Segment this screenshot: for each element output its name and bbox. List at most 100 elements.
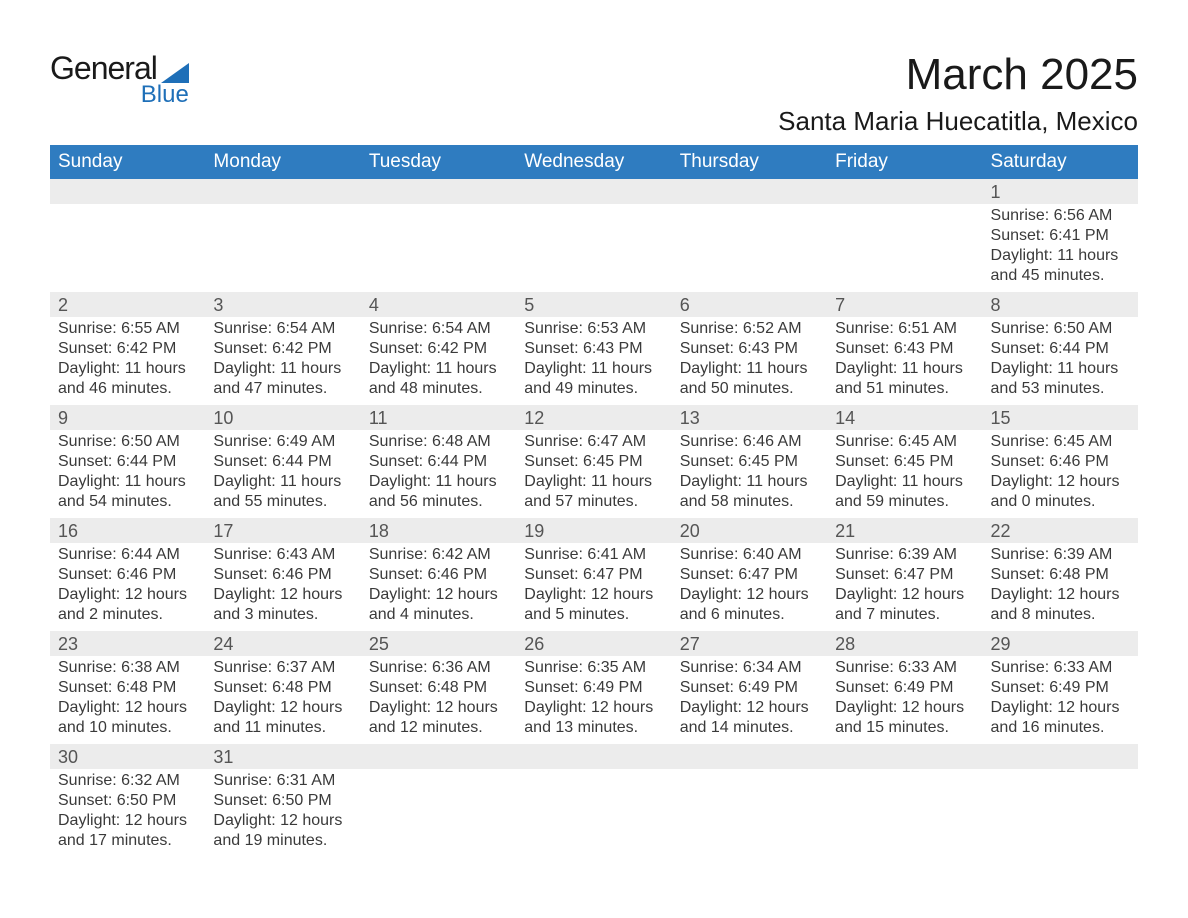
sunset-text: Sunset: 6:42 PM [213,339,352,359]
sunset-text: Sunset: 6:46 PM [991,452,1130,472]
day-number: 20 [672,518,827,543]
day-number: 3 [205,292,360,317]
sunrise-text: Sunrise: 6:32 AM [58,771,197,791]
weekday-header: Saturday [983,145,1138,179]
day-body-row: Sunrise: 6:56 AMSunset: 6:41 PMDaylight:… [50,204,1138,292]
day-details: Sunrise: 6:54 AMSunset: 6:42 PMDaylight:… [361,317,516,405]
day-details: Sunrise: 6:45 AMSunset: 6:45 PMDaylight:… [827,430,982,518]
day-number: 12 [516,405,671,430]
daylight-text: Daylight: 12 hours and 2 minutes. [58,585,197,625]
day-details: Sunrise: 6:39 AMSunset: 6:47 PMDaylight:… [827,543,982,631]
sunrise-text: Sunrise: 6:45 AM [835,432,974,452]
sunrise-text: Sunrise: 6:45 AM [991,432,1130,452]
daylight-text: Daylight: 12 hours and 17 minutes. [58,811,197,851]
daylight-text: Daylight: 11 hours and 54 minutes. [58,472,197,512]
day-details: Sunrise: 6:45 AMSunset: 6:46 PMDaylight:… [983,430,1138,518]
sunset-text: Sunset: 6:48 PM [213,678,352,698]
sunrise-text: Sunrise: 6:50 AM [58,432,197,452]
sunrise-text: Sunrise: 6:40 AM [680,545,819,565]
daylight-text: Daylight: 12 hours and 12 minutes. [369,698,508,738]
daylight-text: Daylight: 11 hours and 57 minutes. [524,472,663,512]
daylight-text: Daylight: 12 hours and 10 minutes. [58,698,197,738]
daylight-text: Daylight: 11 hours and 53 minutes. [991,359,1130,399]
daylight-text: Daylight: 12 hours and 15 minutes. [835,698,974,738]
day-details: Sunrise: 6:53 AMSunset: 6:43 PMDaylight:… [516,317,671,405]
sunset-text: Sunset: 6:45 PM [524,452,663,472]
sunset-text: Sunset: 6:42 PM [58,339,197,359]
sunrise-text: Sunrise: 6:54 AM [369,319,508,339]
day-number-row: 2345678 [50,292,1138,317]
sunset-text: Sunset: 6:44 PM [213,452,352,472]
day-number: 6 [672,292,827,317]
sunset-text: Sunset: 6:44 PM [991,339,1130,359]
day-number: 24 [205,631,360,656]
location-subtitle: Santa Maria Huecatitla, Mexico [778,106,1138,137]
day-details: Sunrise: 6:43 AMSunset: 6:46 PMDaylight:… [205,543,360,631]
daylight-text: Daylight: 11 hours and 46 minutes. [58,359,197,399]
sunset-text: Sunset: 6:50 PM [58,791,197,811]
day-details: Sunrise: 6:50 AMSunset: 6:44 PMDaylight:… [983,317,1138,405]
day-number: 9 [50,405,205,430]
sunset-text: Sunset: 6:42 PM [369,339,508,359]
sunset-text: Sunset: 6:48 PM [58,678,197,698]
sunrise-text: Sunrise: 6:36 AM [369,658,508,678]
day-number: 2 [50,292,205,317]
day-number: 15 [983,405,1138,430]
sunrise-text: Sunrise: 6:55 AM [58,319,197,339]
daylight-text: Daylight: 12 hours and 5 minutes. [524,585,663,625]
day-number: 26 [516,631,671,656]
weekday-header: Wednesday [516,145,671,179]
day-number: 13 [672,405,827,430]
sunset-text: Sunset: 6:47 PM [524,565,663,585]
daylight-text: Daylight: 12 hours and 19 minutes. [213,811,352,851]
day-number: 23 [50,631,205,656]
sunrise-text: Sunrise: 6:34 AM [680,658,819,678]
daylight-text: Daylight: 12 hours and 8 minutes. [991,585,1130,625]
day-number: 19 [516,518,671,543]
day-details: Sunrise: 6:46 AMSunset: 6:45 PMDaylight:… [672,430,827,518]
sunset-text: Sunset: 6:44 PM [369,452,508,472]
day-details: Sunrise: 6:38 AMSunset: 6:48 PMDaylight:… [50,656,205,744]
daylight-text: Daylight: 12 hours and 13 minutes. [524,698,663,738]
sunrise-text: Sunrise: 6:44 AM [58,545,197,565]
day-details: Sunrise: 6:49 AMSunset: 6:44 PMDaylight:… [205,430,360,518]
sunset-text: Sunset: 6:48 PM [991,565,1130,585]
day-details: Sunrise: 6:52 AMSunset: 6:43 PMDaylight:… [672,317,827,405]
day-body-row: Sunrise: 6:55 AMSunset: 6:42 PMDaylight:… [50,317,1138,405]
day-number-row: 16171819202122 [50,518,1138,543]
sunrise-text: Sunrise: 6:56 AM [991,206,1130,226]
sunrise-text: Sunrise: 6:37 AM [213,658,352,678]
daylight-text: Daylight: 12 hours and 7 minutes. [835,585,974,625]
day-number: 16 [50,518,205,543]
day-number: 18 [361,518,516,543]
day-number: 8 [983,292,1138,317]
day-details: Sunrise: 6:50 AMSunset: 6:44 PMDaylight:… [50,430,205,518]
day-details: Sunrise: 6:35 AMSunset: 6:49 PMDaylight:… [516,656,671,744]
day-details: Sunrise: 6:37 AMSunset: 6:48 PMDaylight:… [205,656,360,744]
sunrise-text: Sunrise: 6:31 AM [213,771,352,791]
sunrise-text: Sunrise: 6:53 AM [524,319,663,339]
day-body-row: Sunrise: 6:38 AMSunset: 6:48 PMDaylight:… [50,656,1138,744]
weekday-header-row: Sunday Monday Tuesday Wednesday Thursday… [50,145,1138,179]
day-number: 5 [516,292,671,317]
logo: General Blue [50,50,189,109]
day-number: 14 [827,405,982,430]
day-body-row: Sunrise: 6:50 AMSunset: 6:44 PMDaylight:… [50,430,1138,518]
day-details: Sunrise: 6:51 AMSunset: 6:43 PMDaylight:… [827,317,982,405]
sunset-text: Sunset: 6:47 PM [680,565,819,585]
day-details: Sunrise: 6:56 AMSunset: 6:41 PMDaylight:… [983,204,1138,292]
daylight-text: Daylight: 11 hours and 49 minutes. [524,359,663,399]
day-details: Sunrise: 6:39 AMSunset: 6:48 PMDaylight:… [983,543,1138,631]
sunset-text: Sunset: 6:46 PM [213,565,352,585]
day-details: Sunrise: 6:33 AMSunset: 6:49 PMDaylight:… [983,656,1138,744]
sunset-text: Sunset: 6:45 PM [680,452,819,472]
logo-triangle-icon [161,63,189,83]
sunset-text: Sunset: 6:49 PM [991,678,1130,698]
daylight-text: Daylight: 11 hours and 56 minutes. [369,472,508,512]
sunset-text: Sunset: 6:49 PM [524,678,663,698]
day-details: Sunrise: 6:48 AMSunset: 6:44 PMDaylight:… [361,430,516,518]
sunset-text: Sunset: 6:43 PM [835,339,974,359]
logo-text-2: Blue [141,81,189,109]
day-details: Sunrise: 6:31 AMSunset: 6:50 PMDaylight:… [205,769,360,857]
sunrise-text: Sunrise: 6:46 AM [680,432,819,452]
